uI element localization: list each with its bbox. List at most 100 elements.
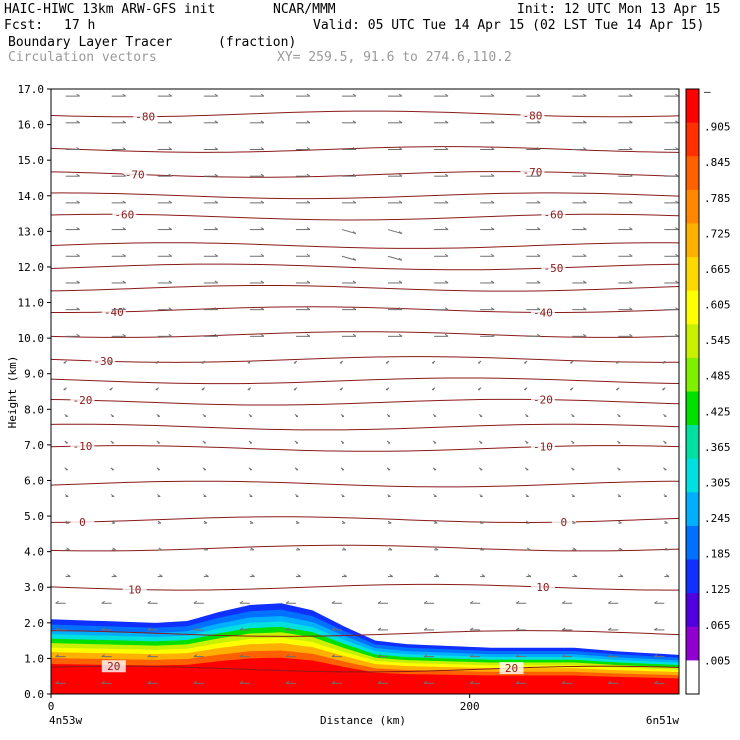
circulation-vector-252 bbox=[526, 93, 541, 97]
vector-head bbox=[339, 360, 344, 364]
contour-label-bg-10-1 bbox=[499, 662, 524, 675]
circulation-vector-306 bbox=[663, 494, 668, 497]
vector-head bbox=[294, 413, 299, 417]
vectors-label: Circulation vectors bbox=[8, 50, 157, 65]
vector-head bbox=[76, 227, 80, 230]
colorbar-swatch-14 bbox=[686, 559, 699, 594]
circulation-vector-215 bbox=[478, 467, 483, 471]
circulation-vector-41 bbox=[111, 200, 126, 204]
vector-head bbox=[214, 147, 219, 150]
temperature-contour-4 bbox=[50, 306, 680, 313]
temperature-contour-8 bbox=[50, 516, 680, 523]
vector-head bbox=[295, 494, 299, 497]
vector-head bbox=[63, 387, 67, 391]
circulation-vector-189 bbox=[434, 547, 439, 551]
vector-head bbox=[122, 280, 126, 284]
circulation-vector-297 bbox=[618, 120, 633, 124]
vector-head bbox=[536, 200, 541, 204]
circulation-vector-53 bbox=[156, 494, 161, 497]
y-tick-label-13: 13.0 bbox=[18, 225, 45, 238]
circulation-vector-22 bbox=[65, 93, 80, 97]
circulation-vector-122 bbox=[295, 494, 299, 497]
vector-head bbox=[76, 253, 80, 257]
vector-head bbox=[526, 547, 531, 551]
circulation-vector-153 bbox=[341, 280, 357, 284]
circulation-vector-262 bbox=[570, 440, 575, 444]
circulation-vector-308 bbox=[663, 440, 667, 444]
vector-head bbox=[248, 467, 253, 471]
circulation-vector-113 bbox=[249, 120, 265, 124]
vector-head bbox=[296, 547, 301, 551]
circulation-vector-211 bbox=[480, 574, 486, 578]
vector-head bbox=[306, 93, 311, 97]
circulation-vector-10 bbox=[64, 413, 68, 417]
circulation-vector-69 bbox=[193, 680, 204, 684]
circulation-vector-206 bbox=[434, 93, 449, 97]
vector-head bbox=[444, 93, 449, 97]
y-axis: 0.0 1.0 2.0 3.0 4.0 5.0 6.0 7.0 8.0 9.0 10.0 11.0 12… bbox=[18, 83, 51, 701]
circulation-vector-68 bbox=[157, 93, 173, 97]
colorbar-label-11: .305 bbox=[704, 476, 731, 489]
contour-label-bg-2-1 bbox=[541, 208, 566, 221]
vector-head bbox=[260, 307, 265, 311]
circulation-vector-101 bbox=[248, 440, 253, 444]
circulation-vector-307 bbox=[663, 467, 667, 471]
circulation-vector-232 bbox=[515, 627, 527, 631]
contour-label-2-1: -60 bbox=[543, 209, 563, 222]
tracer-fill-layer bbox=[51, 603, 679, 694]
vector-head bbox=[168, 280, 173, 284]
vector-head bbox=[285, 654, 290, 658]
vector-head bbox=[432, 413, 437, 417]
vector-head bbox=[306, 227, 311, 230]
circulation-vector-95 bbox=[239, 600, 250, 604]
vector-head bbox=[250, 547, 255, 551]
vector-head bbox=[340, 440, 345, 444]
vector-head bbox=[432, 467, 437, 471]
y-tick-label-12: 12.0 bbox=[18, 261, 45, 274]
circulation-vector-254 bbox=[561, 654, 573, 658]
vector-head bbox=[629, 227, 633, 230]
vector-head bbox=[306, 200, 311, 204]
vector-head bbox=[523, 360, 528, 364]
circulation-vector-106 bbox=[249, 307, 265, 311]
temperature-contour-layer: -80 -80 -70 -70 -60 -60 -50 -40 -40 -30 -20 -20 -10 -… bbox=[50, 109, 680, 675]
vector-head bbox=[582, 120, 587, 124]
circulation-vector-75 bbox=[203, 520, 208, 524]
vector-head bbox=[398, 93, 403, 97]
colorbar-swatch-4 bbox=[686, 223, 699, 258]
circulation-vector-276 bbox=[608, 680, 619, 684]
temperature-contour-14 bbox=[50, 284, 680, 292]
vector-head bbox=[249, 494, 253, 497]
vector-shaft bbox=[341, 255, 357, 261]
vector-head bbox=[352, 231, 357, 234]
circulation-vector-1 bbox=[55, 654, 66, 658]
circulation-vector-209 bbox=[469, 627, 481, 631]
temperature-contour-2 bbox=[50, 213, 680, 221]
vector-head bbox=[214, 200, 219, 204]
vector-head bbox=[109, 387, 113, 391]
circulation-vector-15 bbox=[65, 280, 80, 284]
vector-head bbox=[352, 333, 357, 337]
contour-label-bg-8-0 bbox=[70, 515, 95, 528]
circulation-vector-224 bbox=[480, 227, 495, 231]
circulation-vector-38 bbox=[111, 280, 126, 284]
circulation-vector-100 bbox=[248, 467, 253, 471]
vector-head bbox=[331, 600, 336, 604]
vector-head bbox=[617, 467, 621, 471]
vector-head bbox=[147, 680, 152, 684]
circulation-vector-238 bbox=[524, 467, 529, 471]
colorbar-frame bbox=[685, 88, 700, 695]
vector-head bbox=[294, 440, 299, 444]
vector-head bbox=[616, 387, 620, 391]
vector-head bbox=[570, 440, 575, 444]
vector-head bbox=[536, 307, 541, 311]
vector-head bbox=[675, 147, 679, 150]
vector-head bbox=[444, 253, 449, 257]
vector-head bbox=[629, 280, 633, 284]
vector-head bbox=[76, 280, 80, 284]
colorbar-label-3: .785 bbox=[704, 192, 731, 205]
vector-head bbox=[608, 654, 612, 658]
circulation-vector-191 bbox=[433, 494, 437, 497]
colorbar-label-8: .485 bbox=[704, 370, 731, 383]
circulation-vector-51 bbox=[157, 547, 162, 551]
